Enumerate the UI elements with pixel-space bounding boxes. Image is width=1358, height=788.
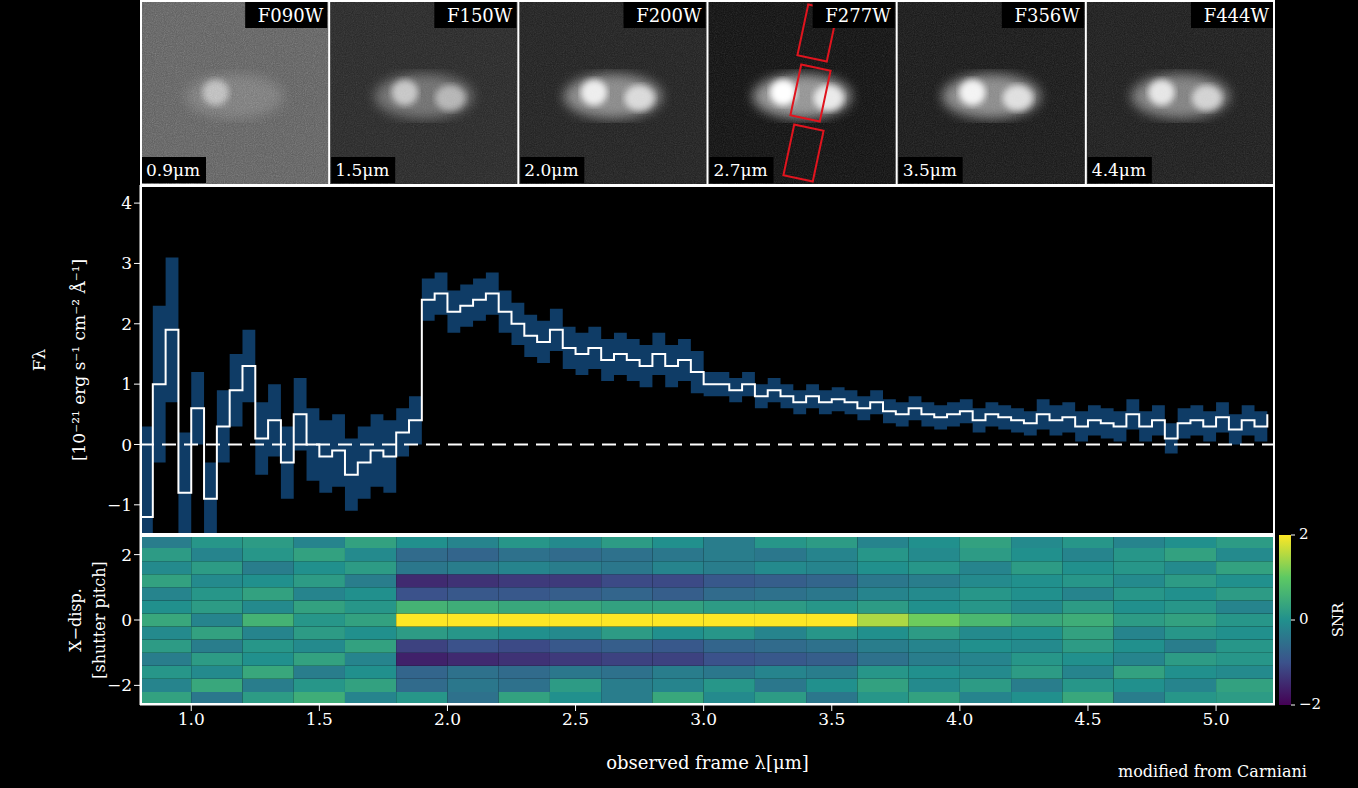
svg-text:0: 0: [1299, 610, 1309, 628]
svg-text:0.9μm: 0.9μm: [146, 160, 200, 180]
svg-text:F277W: F277W: [825, 5, 891, 26]
svg-text:3: 3: [121, 253, 132, 273]
svg-text:Fλ: Fλ: [29, 348, 49, 371]
svg-text:2.0μm: 2.0μm: [524, 160, 578, 180]
svg-text:1.5: 1.5: [306, 709, 333, 729]
svg-text:−2: −2: [1299, 695, 1321, 713]
svg-text:2: 2: [121, 314, 132, 334]
svg-text:4.5: 4.5: [1074, 709, 1101, 729]
svg-text:4.0: 4.0: [946, 709, 973, 729]
svg-text:4: 4: [121, 193, 132, 213]
svg-text:1: 1: [121, 374, 132, 394]
svg-text:0: 0: [121, 610, 132, 630]
html-text:modified from Carniani: modified from Carniani: [1118, 762, 1307, 781]
svg-text:[10⁻²¹ erg s⁻¹ cm⁻² Å⁻¹]: [10⁻²¹ erg s⁻¹ cm⁻² Å⁻¹]: [69, 259, 89, 461]
svg-text:5.0: 5.0: [1203, 709, 1230, 729]
svg-text:−1: −1: [107, 495, 132, 515]
svg-text:3.5μm: 3.5μm: [903, 160, 957, 180]
svg-text:0: 0: [121, 435, 132, 455]
svg-text:1.0: 1.0: [178, 709, 205, 729]
svg-text:3.5: 3.5: [818, 709, 845, 729]
svg-text:F090W: F090W: [258, 5, 324, 26]
svg-text:F356W: F356W: [1014, 5, 1080, 26]
svg-text:2.7μm: 2.7μm: [714, 160, 768, 180]
svg-text:2.0: 2.0: [434, 709, 461, 729]
svg-text:1.5μm: 1.5μm: [335, 160, 389, 180]
svg-text:2.5: 2.5: [562, 709, 589, 729]
svg-text:SNR: SNR: [1329, 602, 1347, 637]
svg-text:F150W: F150W: [447, 5, 513, 26]
svg-text:4.4μm: 4.4μm: [1092, 160, 1146, 180]
svg-text:observed frame λ[μm]: observed frame λ[μm]: [606, 752, 809, 773]
svg-text:2: 2: [1299, 525, 1309, 543]
svg-text:X−disp.: X−disp.: [66, 588, 85, 652]
svg-text:F444W: F444W: [1204, 5, 1270, 26]
svg-text:2: 2: [121, 545, 132, 565]
svg-text:[shutter pitch]: [shutter pitch]: [90, 561, 109, 678]
svg-text:F200W: F200W: [636, 5, 702, 26]
svg-text:−2: −2: [107, 675, 132, 695]
svg-text:3.0: 3.0: [690, 709, 717, 729]
